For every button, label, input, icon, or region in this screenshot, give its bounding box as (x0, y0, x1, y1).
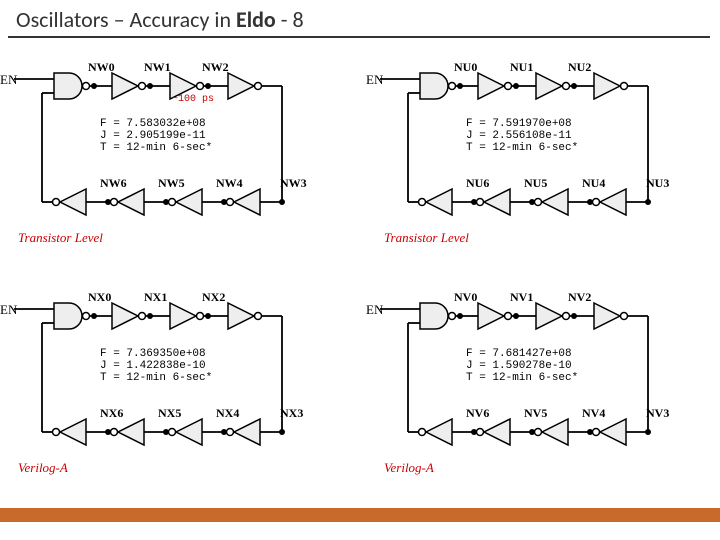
node-label: NU6 (466, 176, 489, 191)
ps-note: ~100 ps (172, 94, 214, 105)
node-label: NW3 (280, 176, 307, 191)
oscillator-NX: ENNX0NX1NX2NX3NX4NX5NX6F = 7.369350e+08 … (4, 284, 354, 498)
node-label: NX3 (280, 406, 303, 421)
node-label: NU2 (568, 60, 591, 75)
node-label: NX5 (158, 406, 181, 421)
node-label: NU5 (524, 176, 547, 191)
fjt-values: F = 7.583032e+08 J = 2.905199e-11 T = 12… (100, 118, 212, 154)
variant-label: Verilog-A (384, 460, 434, 476)
node-label: NU0 (454, 60, 477, 75)
node-label: NW2 (202, 60, 229, 75)
node-label: NU4 (582, 176, 605, 191)
title-eldo: Eldo (236, 6, 276, 33)
node-label: NX6 (100, 406, 123, 421)
node-label: NV1 (510, 290, 533, 305)
node-label: NU1 (510, 60, 533, 75)
en-label: EN (366, 72, 383, 88)
node-label: NW1 (144, 60, 171, 75)
node-label: NX4 (216, 406, 239, 421)
node-label: NX1 (144, 290, 167, 305)
fjt-values: F = 7.591970e+08 J = 2.556108e-11 T = 12… (466, 118, 578, 154)
oscillator-NV: ENNV0NV1NV2NV3NV4NV5NV6F = 7.681427e+08 … (370, 284, 720, 498)
title-suffix: - 8 (276, 6, 304, 33)
node-label: NW0 (88, 60, 115, 75)
variant-label: Verilog-A (18, 460, 68, 476)
en-label: EN (0, 72, 17, 88)
en-label: EN (0, 302, 17, 318)
node-label: NV0 (454, 290, 477, 305)
node-label: NW4 (216, 176, 243, 191)
node-label: NV2 (568, 290, 591, 305)
variant-label: Transistor Level (18, 230, 103, 246)
node-label: NV6 (466, 406, 489, 421)
fjt-values: F = 7.369350e+08 J = 1.422838e-10 T = 12… (100, 348, 212, 384)
node-label: NX2 (202, 290, 225, 305)
node-label: NV5 (524, 406, 547, 421)
oscillator-NU: ENNU0NU1NU2NU3NU4NU5NU6F = 7.591970e+08 … (370, 54, 720, 268)
node-label: NW5 (158, 176, 185, 191)
title-underline (8, 36, 710, 38)
node-label: NU3 (646, 176, 669, 191)
node-label: NV3 (646, 406, 669, 421)
oscillator-NW: ENNW0NW1NW2NW3NW4NW5NW6F = 7.583032e+08 … (4, 54, 354, 268)
page-title: Oscillators – Accuracy in Eldo - 8 (16, 6, 304, 33)
fjt-values: F = 7.681427e+08 J = 1.590278e-10 T = 12… (466, 348, 578, 384)
title-prefix: Oscillators – Accuracy in (16, 6, 236, 33)
node-label: NX0 (88, 290, 111, 305)
node-label: NW6 (100, 176, 127, 191)
accent-bar (0, 508, 720, 522)
node-label: NV4 (582, 406, 605, 421)
en-label: EN (366, 302, 383, 318)
variant-label: Transistor Level (384, 230, 469, 246)
